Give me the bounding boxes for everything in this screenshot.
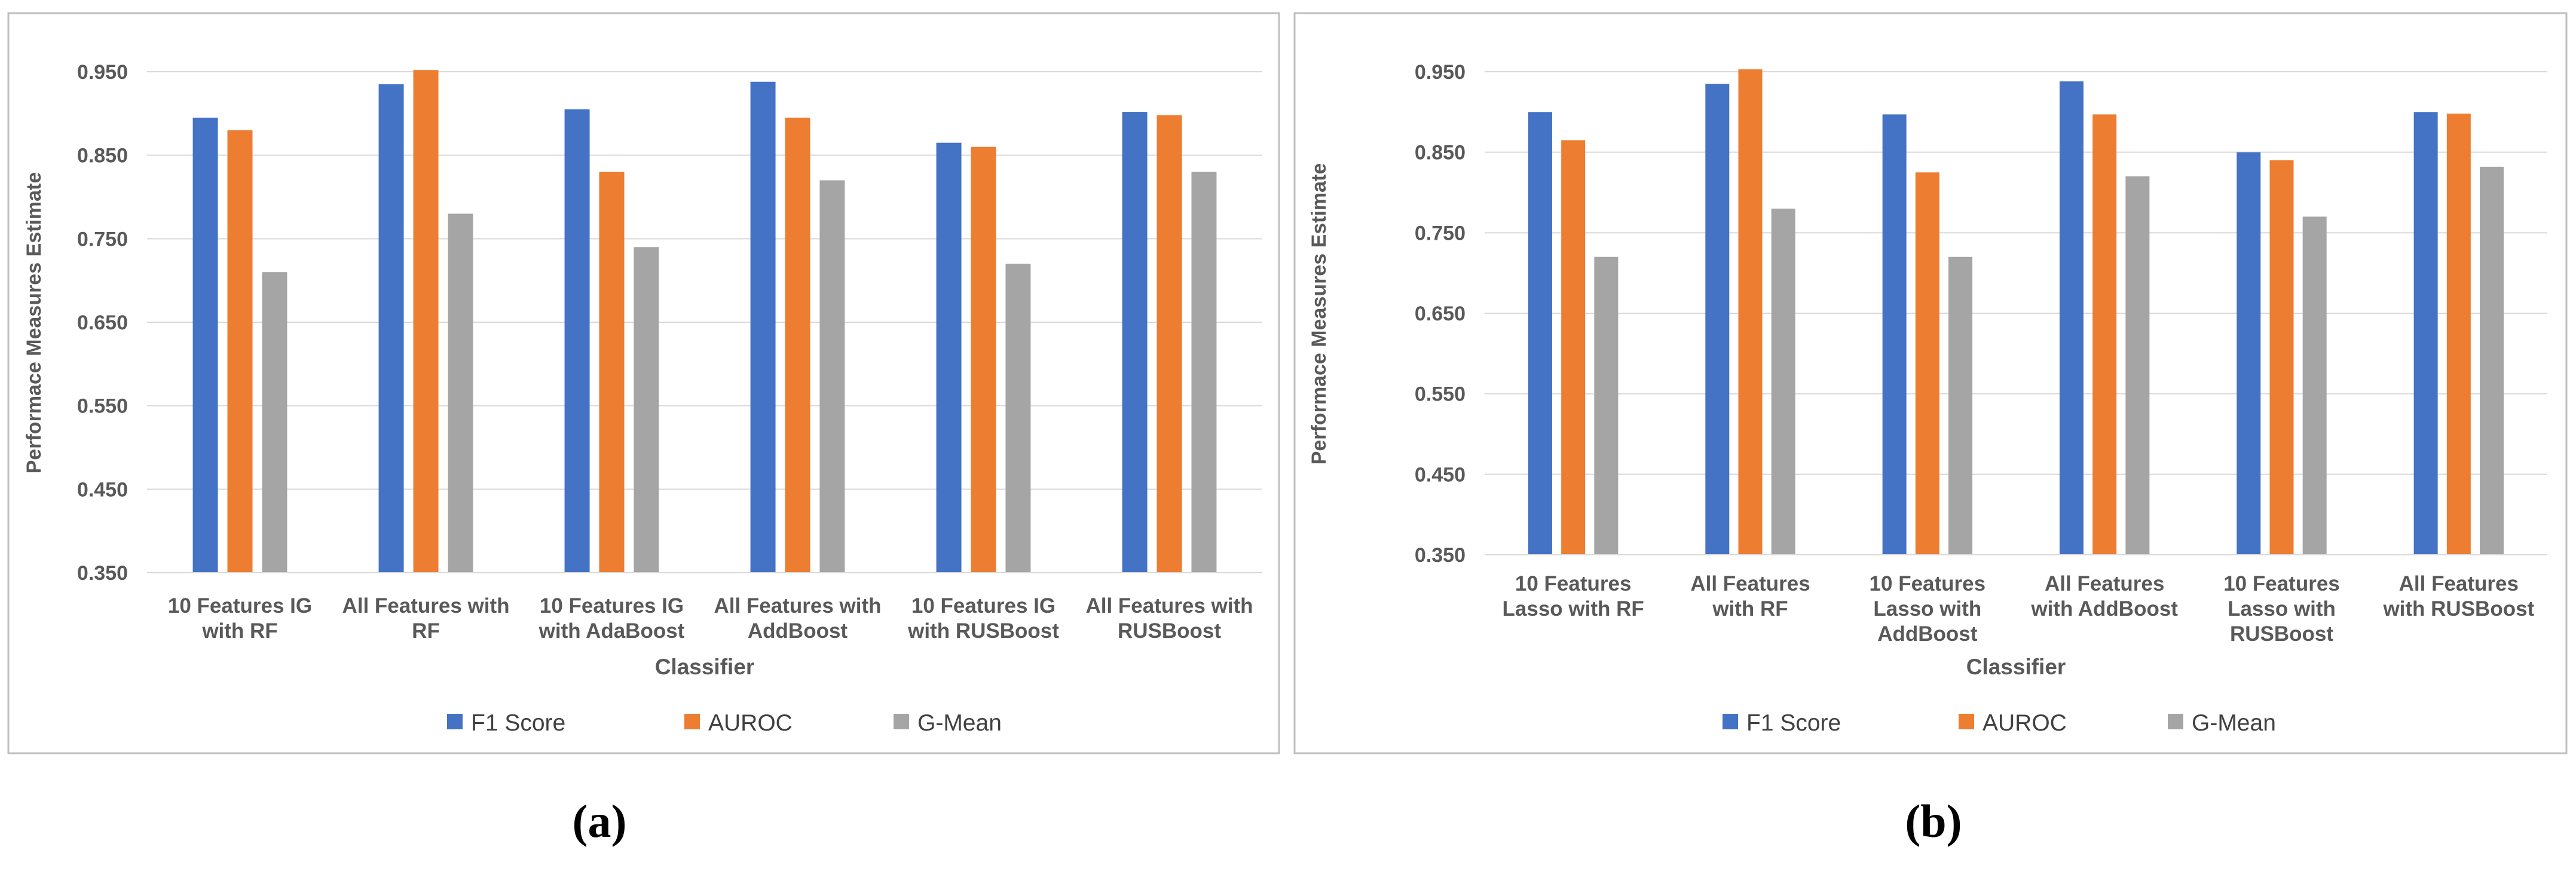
- caption-b: (b): [1905, 795, 1962, 847]
- y-tick-label: 0.950: [77, 61, 128, 84]
- x-tick-label: 10 Features: [1870, 572, 1986, 595]
- bar-f1-score: [750, 81, 776, 573]
- bar-f1-score: [936, 142, 962, 573]
- y-tick-label: 0.650: [77, 311, 128, 334]
- bar-auroc: [2269, 160, 2294, 555]
- bar-g-mean: [1771, 208, 1795, 555]
- bar-g-mean: [1594, 256, 1619, 555]
- bar-f1-score: [192, 117, 218, 573]
- bar-auroc: [1738, 69, 1763, 555]
- legend-label: G-Mean: [917, 710, 1002, 736]
- bar-g-mean: [2302, 216, 2327, 555]
- legend-swatch: [684, 714, 700, 729]
- legend-label: AUROC: [1983, 710, 2067, 736]
- bar-g-mean: [262, 272, 287, 573]
- legend-label: AUROC: [708, 710, 793, 736]
- x-tick-label: with AdaBoost: [539, 619, 685, 643]
- y-tick-label: 0.550: [77, 395, 128, 418]
- bar-auroc: [1915, 172, 1939, 555]
- bar-f1-score: [378, 84, 404, 573]
- bar-auroc: [599, 172, 625, 573]
- bar-f1-score: [1705, 84, 1730, 555]
- bar-g-mean: [1191, 172, 1217, 573]
- x-tick-label: 10 Features: [1515, 572, 1632, 595]
- bar-g-mean: [2480, 166, 2504, 555]
- legend-swatch: [1959, 714, 1974, 729]
- bar-f1-score: [1528, 112, 1552, 555]
- y-tick-label: 0.650: [1415, 302, 1466, 325]
- legend-label: G-Mean: [2192, 710, 2276, 736]
- y-tick-label: 0.950: [1415, 61, 1466, 84]
- x-tick-label: Lasso with: [1873, 597, 1981, 621]
- bar-auroc: [1561, 140, 1586, 555]
- bar-auroc: [2092, 114, 2117, 555]
- bar-g-mean: [819, 180, 845, 573]
- y-tick-label: 0.850: [1415, 142, 1466, 164]
- y-tick-label: 0.550: [1415, 383, 1466, 406]
- y-tick-label: 0.350: [77, 562, 128, 585]
- legend-swatch: [447, 714, 463, 729]
- x-tick-label: 10 Features IG: [540, 594, 684, 618]
- bar-f1-score: [2059, 81, 2084, 555]
- x-tick-label: with RF: [1712, 597, 1788, 621]
- y-tick-label: 0.450: [1415, 463, 1466, 486]
- legend-label: F1 Score: [471, 710, 565, 736]
- x-tick-label: AddBoost: [1877, 622, 1978, 646]
- x-tick-label: with AddBoost: [2030, 597, 2178, 621]
- bar-g-mean: [1005, 264, 1031, 573]
- legend-swatch: [2168, 714, 2183, 729]
- x-tick-label: with RUSBoost: [907, 619, 1059, 643]
- x-tick-label: All Features: [2399, 572, 2519, 595]
- legend-swatch: [894, 714, 909, 729]
- bar-f1-score: [1122, 112, 1148, 573]
- bar-f1-score: [2413, 112, 2438, 555]
- bar-auroc: [227, 130, 253, 573]
- chart-panel-a: 0.950 0.850 0.750 0.650 0.550 0.450 0.350 Perfo…: [7, 12, 1280, 754]
- caption-a: (a): [573, 795, 627, 847]
- x-tick-label: Lasso with RF: [1503, 597, 1644, 621]
- bar-g-mean: [1948, 256, 1973, 555]
- x-tick-label: All Features: [1690, 572, 1810, 595]
- x-tick-label: All Features with: [1085, 594, 1253, 618]
- legend-swatch: [1723, 714, 1738, 729]
- bar-g-mean: [634, 247, 659, 573]
- x-tick-label: 10 Features: [2223, 572, 2340, 595]
- x-tick-label: 10 Features IG: [168, 594, 312, 618]
- bar-auroc: [413, 70, 439, 573]
- bar-g-mean: [448, 213, 473, 573]
- bar-auroc: [785, 117, 810, 573]
- legend-label: F1 Score: [1746, 710, 1841, 736]
- x-tick-label: AddBoost: [748, 619, 848, 643]
- chart-panel-b: 0.950 0.850 0.750 0.650 0.550 0.450 0.350 Perfo…: [1293, 12, 2568, 754]
- bar-auroc: [971, 146, 996, 573]
- x-tick-label: with RF: [201, 619, 277, 643]
- y-axis-label: Performace Measures Estimate: [23, 172, 45, 474]
- y-tick-label: 0.750: [77, 228, 128, 250]
- x-axis-label: Classifier: [1966, 655, 2066, 679]
- y-tick-label: 0.450: [77, 478, 128, 501]
- bar-f1-score: [564, 109, 590, 573]
- y-tick-label: 0.850: [77, 145, 128, 167]
- y-tick-label: 0.750: [1415, 222, 1466, 245]
- x-tick-label: RUSBoost: [2230, 622, 2333, 646]
- x-tick-label: RUSBoost: [1118, 619, 1221, 643]
- x-tick-label: All Features with: [342, 594, 509, 618]
- bar-auroc: [2446, 114, 2471, 555]
- x-axis-label: Classifier: [655, 655, 755, 679]
- y-axis-label: Performace Measures Estimate: [1308, 163, 1330, 465]
- x-tick-label: with RUSBoost: [2382, 597, 2534, 621]
- bar-f1-score: [2237, 152, 2261, 555]
- bar-auroc: [1157, 115, 1182, 573]
- x-tick-label: RF: [412, 619, 440, 643]
- y-tick-label: 0.350: [1415, 544, 1466, 567]
- bar-f1-score: [1882, 114, 1907, 555]
- x-tick-label: All Features: [2045, 572, 2164, 595]
- x-tick-label: 10 Features IG: [911, 594, 1056, 618]
- bar-g-mean: [2125, 176, 2150, 555]
- x-tick-label: Lasso with: [2228, 597, 2336, 621]
- x-tick-label: All Features with: [714, 594, 881, 618]
